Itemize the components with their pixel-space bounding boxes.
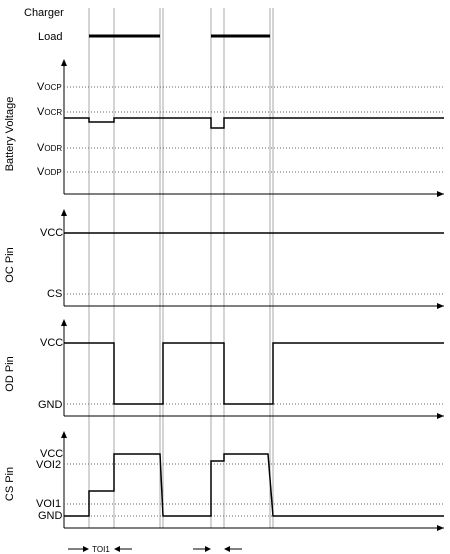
charger-label: Charger bbox=[24, 7, 64, 19]
od-pin-waveform bbox=[64, 342, 444, 405]
toi1-label: TOI1 bbox=[92, 545, 110, 554]
od-vcc-label: VCC bbox=[40, 337, 63, 349]
oc-vcc-label: VCC bbox=[40, 227, 63, 239]
battery-voltage-panel: VOCP VOCR VODR VODP Battery Voltage bbox=[4, 59, 444, 197]
timing-guides bbox=[88, 8, 274, 528]
cs-pin-panel: VCC VOI2 VOI1 GND CS Pin bbox=[4, 431, 444, 531]
cs-voi1-label: VOI1 bbox=[36, 498, 61, 510]
cs-gnd-label: GND bbox=[38, 510, 63, 522]
od-gnd-label: GND bbox=[38, 399, 63, 411]
cs-pin-title: CS Pin bbox=[4, 467, 16, 501]
load-label: Load bbox=[38, 31, 62, 43]
v-odr-label: VODR bbox=[37, 142, 62, 154]
battery-voltage-waveform bbox=[64, 117, 444, 129]
od-pin-title: OD Pin bbox=[4, 356, 16, 391]
oc-cs-label: CS bbox=[47, 288, 62, 300]
oc-pin-panel: VCC CS OC Pin bbox=[4, 209, 444, 309]
od-pin-panel: VCC GND OD Pin bbox=[4, 319, 444, 419]
cs-vcc-label: VCC bbox=[40, 448, 63, 460]
v-odp-label: VODP bbox=[37, 166, 62, 178]
cs-pin-waveform bbox=[64, 453, 444, 517]
cs-voi2-label: VOI2 bbox=[36, 459, 61, 471]
battery-voltage-title: Battery Voltage bbox=[4, 97, 16, 172]
oc-pin-title: OC Pin bbox=[4, 247, 16, 282]
v-ocp-label: VOCP bbox=[37, 81, 62, 93]
v-ocr-label: VOCR bbox=[37, 106, 62, 118]
